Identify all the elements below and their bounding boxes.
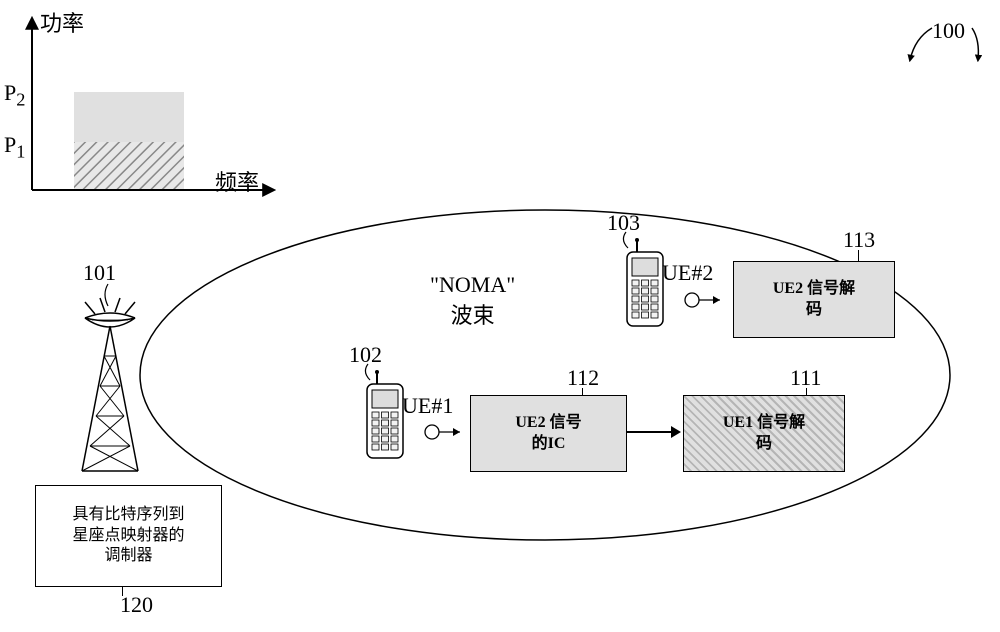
modulator-l2: 星座点映射器的 [72,526,184,547]
ue2-decode-l1: UE2 信号解 [773,279,855,300]
ue2-out-arrow [680,288,730,318]
ue2-ic-leader [582,388,583,396]
modulator-box: 具有比特序列到 星座点映射器的 调制器 [35,485,222,587]
modulator-l1: 具有比特序列到 [72,505,184,526]
y-axis-label: 功率 [40,6,84,38]
modulator-l3: 调制器 [104,546,152,567]
ue2-decode-l2: 码 [806,300,822,321]
x-axis-label: 频率 [215,165,259,197]
diagram-canvas: 100 功率 频率 P2 P1 "NOMA" 波束 [0,0,1000,632]
noma-beam [130,195,960,555]
p1-base: P [4,132,16,157]
ue2-ic-box: UE2 信号 的IC [470,395,627,472]
ue2-leader [620,230,640,250]
p1-sub: 1 [16,141,25,161]
ue2-label: UE#2 [662,260,713,286]
ue2-decode-box: UE2 信号解 码 [733,261,895,338]
noma-l1: "NOMA" [430,272,515,297]
ue1-leader [362,362,382,382]
modulator-leader [122,586,123,596]
tower-icon [60,296,160,476]
figure-ref: 100 [932,18,965,44]
p2-sub: 2 [16,89,25,109]
modulator-ref: 120 [120,592,153,618]
ue1-decode-leader [806,388,807,396]
ue2-decode-leader [858,250,859,262]
ue1-decode-box: UE1 信号解 码 [683,395,845,472]
ue1-label: UE#1 [402,393,453,419]
ue1-decode-l1: UE1 信号解 [723,413,805,434]
noma-label: "NOMA" 波束 [430,272,515,330]
arrow-ic-to-decode [625,422,685,442]
p2-base: P [4,80,16,105]
ue1-decode-l2: 码 [756,434,772,455]
p1-tick: P1 [4,132,25,162]
ue2-ic-l2: 的IC [532,434,566,455]
tower-leader [100,282,130,312]
ue1-out-arrow [420,420,470,450]
p2-tick: P2 [4,80,25,110]
ue2-ic-l1: UE2 信号 [515,413,581,434]
noma-l2: 波束 [451,303,495,328]
